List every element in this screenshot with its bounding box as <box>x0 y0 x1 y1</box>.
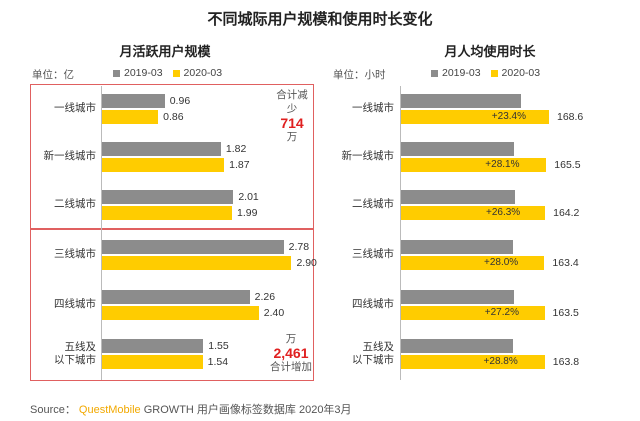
growth-label: +27.2% <box>484 307 519 318</box>
source-label: Source： <box>30 404 76 416</box>
increase-annotation: 万 2,461 合计增加 <box>268 332 314 374</box>
bar-2020-03 <box>102 355 203 369</box>
category-label: 二线城市 <box>54 198 96 210</box>
bar-2020-03 <box>102 158 225 172</box>
data-label: 163.8 <box>552 356 580 368</box>
category-label: 一线城市 <box>352 102 394 114</box>
bar-2020-03 <box>102 256 292 270</box>
right-legend: 2019-03 2020-03 <box>431 67 540 79</box>
data-label: 2.90 <box>296 257 317 269</box>
category-label: 四线城市 <box>54 298 96 310</box>
data-label: 165.5 <box>554 159 581 171</box>
source-brand: QuestMobile <box>78 404 141 416</box>
bar-2019-03 <box>102 240 284 254</box>
decrease-annotation: 合计减少 714 万 <box>272 88 312 144</box>
group-box-top <box>30 84 314 229</box>
bar-2020-03 <box>401 355 545 369</box>
annotation-value: 2,461 <box>273 345 309 361</box>
legend-label-2019: 2019-03 <box>442 67 481 79</box>
group-box-bottom <box>30 229 314 381</box>
left-legend: 2019-03 2020-03 <box>113 67 222 79</box>
annotation-text: 万 <box>286 131 298 143</box>
growth-label: +28.0% <box>483 257 519 268</box>
category-label: 五线及 以下城市 <box>352 341 394 366</box>
bar-2020-03 <box>401 158 547 172</box>
bar-2019-03 <box>401 339 513 353</box>
bar-2020-03 <box>401 306 545 320</box>
category-label: 三线城市 <box>54 248 96 260</box>
bar-2020-03 <box>401 256 545 270</box>
legend-label-2019: 2019-03 <box>124 67 163 79</box>
bar-2020-03 <box>401 110 549 124</box>
bar-2019-03 <box>401 290 514 304</box>
legend-label-2020: 2020-03 <box>183 67 223 79</box>
legend-swatch-2019 <box>113 69 120 77</box>
annotation-text: 合计减少 <box>276 89 308 115</box>
bar-2020-03 <box>102 206 232 220</box>
legend-label-2020: 2020-03 <box>501 67 541 79</box>
data-label: 0.86 <box>163 111 184 123</box>
category-label: 新一线城市 <box>341 150 395 162</box>
bar-2019-03 <box>401 94 521 108</box>
data-label: 163.4 <box>552 257 579 269</box>
bar-2020-03 <box>102 110 159 124</box>
left-unit-label: 单位：亿 <box>32 69 74 81</box>
right-axis-line <box>400 86 401 380</box>
category-label: 二线城市 <box>352 198 394 210</box>
chart-title: 不同城际用户规模和使用时长变化 <box>207 11 433 28</box>
category-label: 四线城市 <box>352 298 394 310</box>
bar-2020-03 <box>102 306 259 320</box>
growth-label: +28.8% <box>483 356 518 367</box>
annotation-text: 万 <box>285 333 297 345</box>
data-label: 1.82 <box>225 143 247 155</box>
data-label: 2.78 <box>288 241 310 253</box>
left-axis-line <box>101 86 102 380</box>
source-note: Source： QuestMobile GROWTH 用户画像标签数据库 202… <box>30 401 352 417</box>
data-label: 1.87 <box>229 159 250 171</box>
data-label: 168.6 <box>557 111 584 123</box>
bar-2019-03 <box>102 94 165 108</box>
legend-swatch-2020 <box>490 69 498 77</box>
data-label: 0.96 <box>169 95 191 107</box>
category-label: 五线及 以下城市 <box>54 341 96 366</box>
legend-swatch-2020 <box>172 69 180 77</box>
data-label: 2.40 <box>263 307 285 319</box>
right-unit-label: 单位：小时 <box>333 69 386 81</box>
bar-2019-03 <box>401 240 514 254</box>
data-label: 164.2 <box>553 207 580 219</box>
bar-2019-03 <box>401 142 515 156</box>
bar-2019-03 <box>102 190 234 204</box>
data-label: 163.5 <box>552 307 579 319</box>
bar-2019-03 <box>102 142 221 156</box>
category-label: 三线城市 <box>352 248 394 260</box>
data-label: 2.26 <box>254 291 276 303</box>
category-label: 新一线城市 <box>43 150 97 162</box>
bar-2019-03 <box>102 339 204 353</box>
annotation-text: 合计增加 <box>270 361 312 373</box>
left-chart-title: 月活跃用户规模 <box>119 44 211 59</box>
bar-2019-03 <box>102 290 250 304</box>
bar-2020-03 <box>401 206 546 220</box>
right-chart-title: 月人均使用时长 <box>444 44 536 59</box>
legend-swatch-2019 <box>431 69 438 77</box>
category-label: 一线城市 <box>54 102 96 114</box>
data-label: 1.54 <box>207 356 229 368</box>
source-text: GROWTH 用户画像标签数据库 2020年3月 <box>143 404 352 416</box>
growth-label: +28.1% <box>485 159 520 170</box>
annotation-value: 714 <box>280 115 304 131</box>
data-label: 2.01 <box>238 191 259 203</box>
bar-2019-03 <box>401 190 516 204</box>
data-label: 1.55 <box>208 340 229 352</box>
data-label: 1.99 <box>237 207 258 219</box>
growth-label: +26.3% <box>486 207 521 218</box>
growth-label: +23.4% <box>491 111 526 122</box>
